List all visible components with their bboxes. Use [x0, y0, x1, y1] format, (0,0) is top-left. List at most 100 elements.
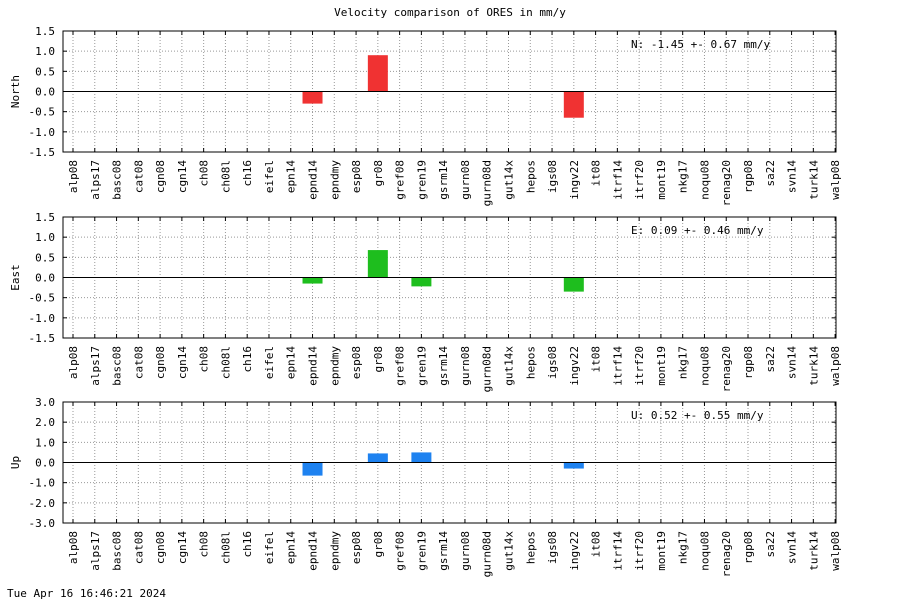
- north-x-tick-label: itrf20: [633, 160, 646, 200]
- up-y-tick-label: 0.0: [35, 457, 55, 470]
- east-x-tick-label: igs08: [546, 346, 559, 379]
- north-bar-ingv22: [563, 91, 584, 118]
- east-x-tick-label: ingv22: [568, 346, 581, 386]
- up-x-tick-label: igs08: [546, 531, 559, 564]
- up-x-tick-label: cgn08: [154, 531, 167, 564]
- north-x-tick-label: rgp08: [742, 160, 755, 193]
- north-x-tick-label: alp08: [67, 160, 80, 193]
- north-y-tick-label: -1.5: [29, 146, 56, 159]
- north-x-tick-label: epnd14: [307, 160, 320, 200]
- up-plot-frame: [62, 401, 837, 524]
- north-plot-frame: [62, 30, 837, 153]
- east-x-tick-label: epndmy: [328, 346, 341, 386]
- east-x-tick-label: noqu08: [698, 346, 711, 386]
- up-x-tick-label: epndmy: [328, 531, 341, 571]
- east-x-tick-label: cgn14: [176, 346, 189, 379]
- east-bar-gr08: [367, 250, 388, 278]
- up-x-tick-label: alps17: [89, 531, 102, 571]
- north-x-tick-label: cgn08: [154, 160, 167, 193]
- east-x-tick-label: gr08: [372, 346, 385, 373]
- up-bar-gren19: [411, 452, 432, 463]
- east-y-tick-label: -1.0: [29, 312, 56, 325]
- up-x-tick-label: hepos: [524, 531, 537, 564]
- north-x-tick-label: gut14x: [502, 160, 515, 200]
- up-x-tick-label: ch16: [241, 531, 254, 558]
- north-annotation: N: -1.45 +- 0.67 mm/y: [631, 38, 770, 51]
- north-x-tick-label: gsrm14: [437, 160, 450, 200]
- east-x-tick-label: rgp08: [742, 346, 755, 379]
- north-x-tick-label: noqu08: [698, 160, 711, 200]
- north-x-tick-label: mont19: [655, 160, 668, 200]
- north-x-tick-label: renag20: [720, 160, 733, 206]
- east-x-tick-label: gut14x: [502, 346, 515, 386]
- north-x-tick-label: igs08: [546, 160, 559, 193]
- up-y-tick-label: -2.0: [29, 497, 56, 510]
- east-bar-epnd14: [302, 277, 323, 284]
- east-y-tick-label: -0.5: [29, 292, 56, 305]
- east-x-tick-label: alps17: [89, 346, 102, 386]
- up-x-tick-label: renag20: [720, 531, 733, 577]
- east-x-tick-label: nkg17: [677, 346, 690, 379]
- east-x-tick-label: basc08: [111, 346, 124, 386]
- north-y-tick-label: 0.0: [35, 86, 55, 99]
- east-x-tick-label: hepos: [524, 346, 537, 379]
- east-x-tick-label: gurn08: [459, 346, 472, 386]
- east-x-tick-label: alp08: [67, 346, 80, 379]
- up-x-tick-label: walp08: [829, 531, 842, 571]
- up-annotation: U: 0.52 +- 0.55 mm/y: [631, 409, 764, 422]
- up-y-tick-label: -3.0: [29, 517, 56, 530]
- up-y-tick-label: 1.0: [35, 436, 55, 449]
- east-y-tick-label: -1.5: [29, 332, 56, 345]
- east-plot-frame: [62, 216, 837, 339]
- up-x-tick-label: gren19: [415, 531, 428, 571]
- north-bar-gr08: [367, 55, 388, 92]
- east-x-tick-label: svn14: [786, 346, 799, 379]
- up-axis-label: Up: [9, 456, 22, 469]
- north-x-tick-label: cat08: [132, 160, 145, 193]
- up-x-tick-label: it08: [590, 531, 603, 558]
- east-bar-gren19: [411, 277, 432, 287]
- up-x-tick-label: svn14: [786, 531, 799, 564]
- north-x-tick-label: ch08l: [219, 160, 232, 193]
- north-x-tick-label: it08: [590, 160, 603, 187]
- up-x-tick-label: basc08: [111, 531, 124, 571]
- east-x-tick-label: sa22: [764, 346, 777, 373]
- up-x-tick-label: epnd14: [307, 531, 320, 571]
- up-x-tick-label: gr08: [372, 531, 385, 558]
- north-x-tick-label: ch16: [241, 160, 254, 187]
- up-bar-gr08: [367, 453, 388, 463]
- east-bar-ingv22: [563, 277, 584, 292]
- north-x-tick-label: hepos: [524, 160, 537, 193]
- east-y-tick-label: 1.5: [35, 211, 55, 224]
- north-x-tick-label: nkg17: [677, 160, 690, 193]
- east-x-tick-label: gren19: [415, 346, 428, 386]
- north-bar-epnd14: [302, 91, 323, 104]
- up-x-tick-label: turk14: [807, 531, 820, 571]
- footer-timestamp: Tue Apr 16 16:46:21 2024: [7, 587, 166, 600]
- north-y-tick-label: 1.5: [35, 25, 55, 38]
- up-bar-epnd14: [302, 462, 323, 476]
- east-annotation: E: 0.09 +- 0.46 mm/y: [631, 224, 764, 237]
- north-x-tick-label: esp08: [350, 160, 363, 193]
- up-x-tick-label: nkg17: [677, 531, 690, 564]
- up-y-tick-label: 2.0: [35, 416, 55, 429]
- east-x-tick-label: gurn08d: [481, 346, 494, 392]
- north-x-tick-label: ch08: [198, 160, 211, 187]
- chart-title: Velocity comparison of ORES in mm/y: [334, 6, 566, 19]
- east-x-tick-label: gref08: [394, 346, 407, 386]
- up-x-tick-label: gurn08d: [481, 531, 494, 577]
- north-x-tick-label: walp08: [829, 160, 842, 200]
- north-x-tick-label: cgn14: [176, 160, 189, 193]
- up-x-tick-label: ch08: [198, 531, 211, 558]
- up-x-tick-label: rgp08: [742, 531, 755, 564]
- east-x-tick-label: cgn08: [154, 346, 167, 379]
- north-x-tick-label: sa22: [764, 160, 777, 187]
- east-x-tick-label: eifel: [263, 346, 276, 379]
- up-y-tick-label: 3.0: [35, 396, 55, 409]
- east-y-tick-label: 1.0: [35, 231, 55, 244]
- north-y-tick-label: 0.5: [35, 65, 55, 78]
- east-x-tick-label: itrf20: [633, 346, 646, 386]
- up-x-tick-label: ch08l: [219, 531, 232, 564]
- up-x-tick-label: cat08: [132, 531, 145, 564]
